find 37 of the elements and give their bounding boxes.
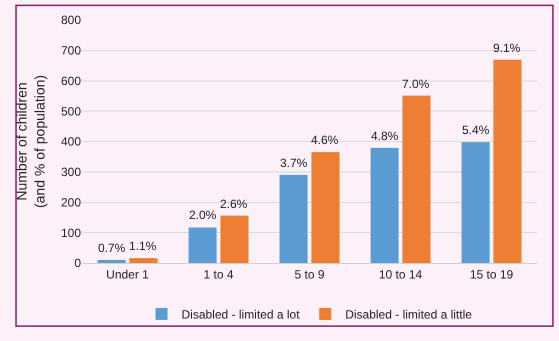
x-tick-label: 5 to 9 <box>294 267 325 282</box>
y-tick-label: 200 <box>60 195 82 210</box>
bar <box>311 152 340 263</box>
y-axis-title: Number of children (and % of population) <box>13 74 48 208</box>
y-tick-label: 700 <box>60 44 82 58</box>
annotation: 7.0% <box>402 77 430 91</box>
bar <box>280 174 308 263</box>
bar <box>220 216 248 263</box>
y-tick-label: 300 <box>60 165 82 180</box>
annotation: 0.7% <box>98 241 126 255</box>
bar <box>493 60 522 263</box>
annotation: 5.4% <box>462 123 490 137</box>
y-tick-label: 500 <box>60 104 82 118</box>
y-tick-label: 600 <box>60 74 82 88</box>
x-tick-label: 1 to 4 <box>203 267 234 282</box>
legend-label: Disabled - limited a little <box>345 308 472 322</box>
annotation: 2.6% <box>220 197 248 211</box>
x-tick-label: 10 to 14 <box>378 267 423 282</box>
x-tick-label: 15 to 19 <box>470 267 514 282</box>
annotation: 1.1% <box>129 239 157 253</box>
bar <box>98 260 126 263</box>
bar <box>129 258 158 263</box>
annotation: 3.7% <box>280 156 308 170</box>
bar <box>188 227 217 263</box>
y-tick-label: 400 <box>60 134 82 149</box>
legend-label: Disabled - limited a lot <box>182 308 300 322</box>
y-tick-label: 0 <box>74 256 82 270</box>
y-tick-label: 100 <box>60 226 82 240</box>
annotation: 4.6% <box>311 133 339 147</box>
y-tick-label: 800 <box>60 13 82 28</box>
annotation: 4.8% <box>371 129 399 143</box>
x-tick-label: Under 1 <box>106 267 150 282</box>
annotation: 2.0% <box>189 208 217 222</box>
bar <box>402 96 430 263</box>
bar <box>370 148 399 263</box>
bar <box>462 142 490 263</box>
annotation: 9.1% <box>493 41 521 55</box>
